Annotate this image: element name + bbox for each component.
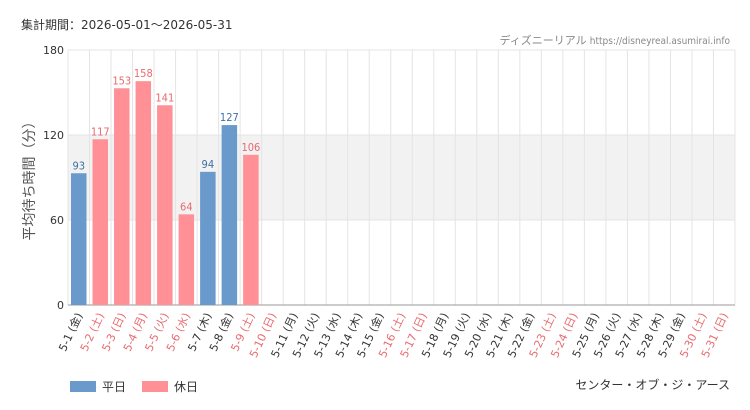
legend-swatch-weekday	[70, 381, 96, 392]
bar-value-label: 153	[112, 74, 131, 87]
legend-label-weekday: 平日	[102, 380, 127, 394]
bar	[221, 125, 238, 305]
bar	[71, 173, 87, 305]
bar-value-label: 127	[220, 111, 239, 124]
bar-value-label: 158	[134, 67, 153, 80]
legend-label-holiday: 休日	[174, 380, 199, 394]
credit-name: ディズニーリアル	[499, 34, 587, 47]
y-axis-label: 平均待ち時間（分）	[22, 115, 38, 241]
bar-value-label: 141	[155, 91, 174, 104]
bar	[92, 139, 109, 305]
bar-value-label: 64	[180, 200, 193, 213]
bar	[178, 214, 195, 305]
bar	[200, 171, 216, 305]
bar	[114, 88, 130, 305]
bar	[135, 81, 152, 306]
y-tick-label: 0	[57, 299, 64, 312]
facility-name: センター・オブ・ジ・アース	[575, 378, 730, 392]
y-tick-label: 60	[50, 214, 64, 227]
bar-value-label: 93	[72, 159, 85, 172]
bar	[243, 154, 259, 305]
legend-item-weekday: 平日	[70, 378, 126, 395]
y-tick-label: 120	[43, 129, 64, 142]
bar-value-label: 94	[202, 158, 215, 171]
y-tick-label: 180	[43, 44, 64, 57]
legend: 平日 休日	[70, 378, 198, 395]
bar-value-label: 106	[241, 141, 260, 154]
period-label: 集計期間：2026-05-01～2026-05-31	[21, 18, 233, 32]
bar	[157, 105, 173, 305]
legend-swatch-holiday	[142, 381, 169, 392]
site-credit[interactable]: ディズニーリアル https://disneyreal.asumirai.inf…	[500, 32, 730, 48]
bar-value-label: 117	[91, 125, 110, 138]
shaded-band	[68, 135, 735, 220]
legend-item-holiday: 休日	[142, 378, 198, 395]
credit-url[interactable]: https://disneyreal.asumirai.info	[589, 36, 730, 47]
